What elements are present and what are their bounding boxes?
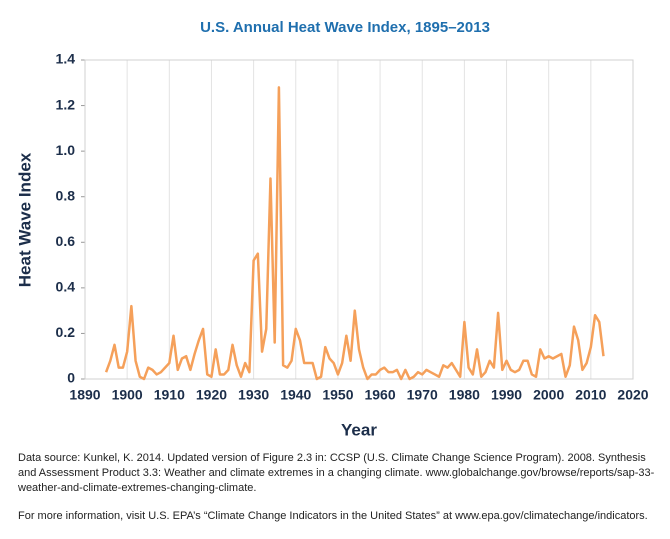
- y-tick-label: 0.2: [56, 324, 76, 340]
- info-note: For more information, visit U.S. EPA’s “…: [18, 510, 648, 522]
- plot-frame: [84, 59, 634, 380]
- y-tick-label: 0: [67, 370, 75, 386]
- x-tick-label: 2000: [533, 387, 564, 403]
- y-tick-label: 1.4: [56, 51, 76, 67]
- chart-title: U.S. Annual Heat Wave Index, 1895–2013: [200, 19, 490, 36]
- y-tick-label: 0.8: [56, 187, 76, 203]
- x-tick-label: 1910: [154, 387, 185, 403]
- y-tick-label: 1.0: [56, 142, 76, 158]
- y-tick-label: 0.6: [56, 233, 76, 249]
- y-tick-label: 0.4: [56, 279, 76, 295]
- x-axis-label: Year: [341, 420, 377, 439]
- x-tick-label: 1940: [280, 387, 311, 403]
- x-tick-label: 1930: [238, 387, 269, 403]
- x-tick-label: 1950: [322, 387, 353, 403]
- x-tick-label: 2020: [617, 387, 648, 403]
- x-tick-label: 1900: [112, 387, 143, 403]
- x-tick-label: 1990: [491, 387, 522, 403]
- x-tick-label: 1890: [69, 387, 100, 403]
- chart: U.S. Annual Heat Wave Index, 1895–2013 Y…: [15, 19, 648, 440]
- x-tick-label: 1970: [407, 387, 438, 403]
- x-tick-label: 2010: [575, 387, 606, 403]
- source-note: Data source: Kunkel, K. 2014. Updated ve…: [18, 452, 655, 494]
- y-axis-label: Heat Wave Index: [15, 152, 34, 287]
- x-tick-label: 1920: [196, 387, 227, 403]
- notes: Data source: Kunkel, K. 2014. Updated ve…: [18, 451, 658, 537]
- data-line: [104, 86, 605, 381]
- y-tick-label: 1.2: [56, 96, 76, 112]
- x-tick-label: 1960: [364, 387, 395, 403]
- x-tick-label: 1980: [449, 387, 480, 403]
